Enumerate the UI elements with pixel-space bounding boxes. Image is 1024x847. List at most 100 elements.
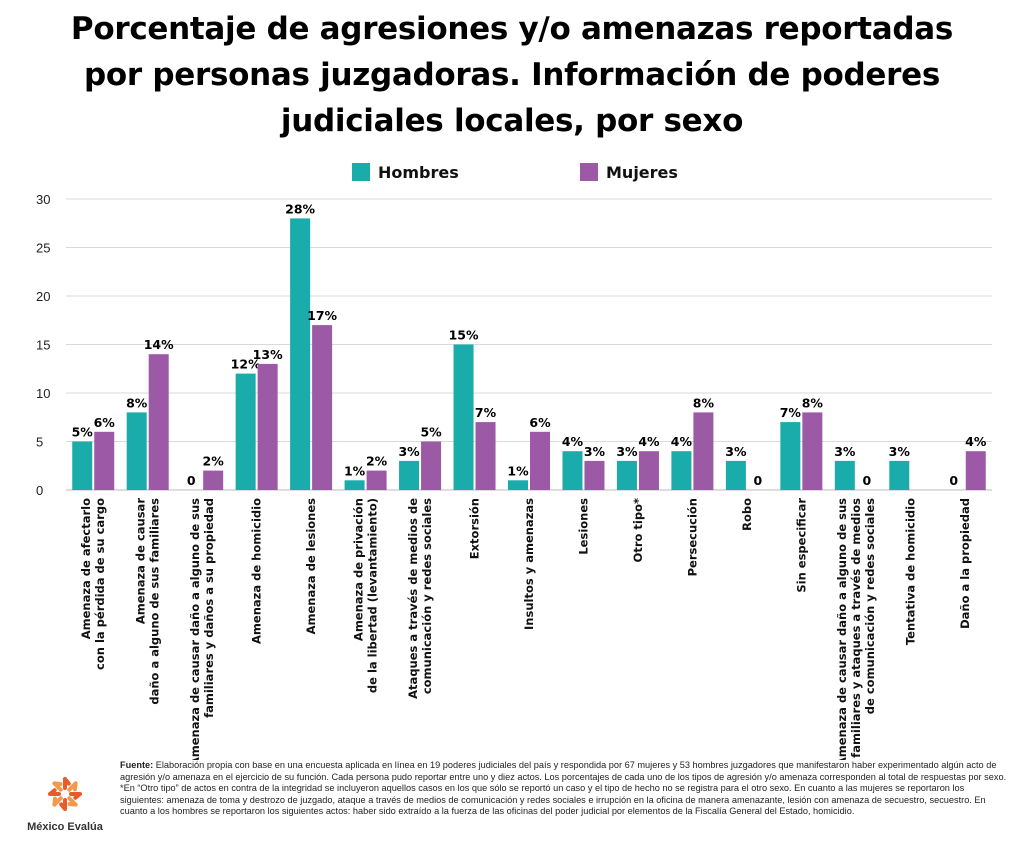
y-tick-label: 20 <box>36 289 50 304</box>
bar-mujeres <box>257 363 278 490</box>
x-tick-label: Amenaza de lesiones <box>304 498 318 635</box>
x-tick-label-line: familiares y daños a su propiedad <box>202 498 216 718</box>
x-tick-label-line: Daño a la propiedad <box>958 498 972 629</box>
x-tick-label-line: Amenaza de lesiones <box>304 498 318 635</box>
bar-mujeres <box>203 470 224 490</box>
x-tick-label-line: Sin especificar <box>794 498 808 593</box>
x-tick-label: Amenaza de homicidio <box>250 498 264 644</box>
logo-arm <box>52 796 63 807</box>
x-tick-label: Insultos y amenazas <box>522 498 536 630</box>
data-label: 7% <box>780 405 802 420</box>
data-label: 2% <box>366 454 388 469</box>
data-label: 8% <box>693 395 715 410</box>
x-tick-label: Amenaza de causar daño a alguno de susfa… <box>188 498 216 760</box>
data-label: 3% <box>584 444 606 459</box>
legend-label-hombres: Hombres <box>378 162 459 182</box>
x-tick-label-line: comunicación y redes sociales <box>420 498 434 694</box>
bar-mujeres <box>421 441 442 490</box>
legend-item-mujeres: Mujeres <box>580 162 678 182</box>
x-tick-label-line: con la pérdida de su cargo <box>93 498 107 670</box>
logo-arm <box>67 781 78 792</box>
bar-mujeres <box>530 431 550 490</box>
data-label: 17% <box>307 308 337 323</box>
x-tick-label: Persecución <box>685 498 699 576</box>
data-label: 28% <box>285 201 315 216</box>
data-label: 6% <box>94 415 116 430</box>
x-tick-label: Otro tipo* <box>631 498 645 562</box>
data-label: 4% <box>638 434 660 449</box>
x-tick-label: Lesiones <box>576 498 590 555</box>
data-label: 8% <box>802 395 824 410</box>
bar-hombres <box>72 441 93 490</box>
bar-hombres <box>126 412 147 490</box>
logo-arm <box>69 792 82 800</box>
chart-title: Porcentaje de agresiones y/o amenazas re… <box>70 11 954 139</box>
footnote-source-text: Elaboración propia con base en una encue… <box>120 760 1007 782</box>
mexico-evalua-logo-icon <box>48 777 82 811</box>
bar-hombres <box>725 460 746 490</box>
logo: México Evalúa <box>20 774 110 833</box>
bar-hombres <box>780 422 801 490</box>
x-tick-label-line: Persecución <box>685 498 699 576</box>
data-label: 3% <box>398 444 420 459</box>
x-tick-label-line: Amenaza de causar daño a alguno de sus <box>835 498 849 760</box>
x-tick-label-line: Amenaza de privación <box>352 498 366 641</box>
bar-mujeres <box>94 431 115 490</box>
footnote-note: *En “Otro tipo” de actos en contra de la… <box>120 783 986 817</box>
x-tick-label-line: familiares y ataques a través de medios <box>849 498 863 758</box>
x-tick-label-line: de la libertad (levantamiento) <box>366 498 380 693</box>
data-label: 4% <box>965 434 987 449</box>
x-tick-label: Extorsión <box>468 498 482 559</box>
data-label: 3% <box>725 444 747 459</box>
y-tick-label: 10 <box>36 386 50 401</box>
y-tick-label: 15 <box>36 338 50 353</box>
bar-mujeres <box>802 412 823 490</box>
x-tick-label-line: de comunicación y redes sociales <box>863 498 877 714</box>
x-tick-label-line: Amenaza de causar <box>134 498 148 624</box>
y-tick-label: 25 <box>36 241 50 256</box>
data-label: 1% <box>507 463 529 478</box>
x-tick-label: Ataques a través de medios decomunicació… <box>406 498 434 699</box>
data-label: 4% <box>671 434 693 449</box>
x-tick-label: Daño a la propiedad <box>958 498 972 629</box>
data-label: 7% <box>475 405 497 420</box>
bar-mujeres <box>638 451 659 490</box>
bar-hombres <box>616 460 637 490</box>
bar-hombres <box>235 373 256 490</box>
data-label: 12% <box>231 357 261 372</box>
logo-arm <box>52 781 63 792</box>
logo-arm <box>59 798 67 811</box>
data-label: 8% <box>126 395 148 410</box>
x-tick-label-line: Lesiones <box>576 498 590 555</box>
footnote: Fuente: Elaboración propia con base en u… <box>120 760 1010 818</box>
bar-mujeres <box>584 460 605 490</box>
bar-mujeres <box>148 354 169 490</box>
data-label: 0 <box>754 473 763 488</box>
x-tick-label: Amenaza de causardaño a alguno de sus fa… <box>134 498 162 705</box>
data-label: 3% <box>616 444 638 459</box>
bar-hombres <box>562 451 583 490</box>
y-tick-label: 0 <box>36 483 43 498</box>
x-tick-label-line: Extorsión <box>468 498 482 559</box>
x-tick-label: Amenaza de privaciónde la libertad (leva… <box>352 498 380 693</box>
y-tick-label: 30 <box>36 192 50 207</box>
legend-label-mujeres: Mujeres <box>606 162 678 182</box>
data-label: 14% <box>144 337 174 352</box>
data-label: 6% <box>529 415 551 430</box>
bar-hombres <box>889 460 910 490</box>
x-tick-label: Amenaza de causar daño a alguno de susfa… <box>835 498 877 760</box>
x-tick-label-line: Amenaza de afectarlo <box>79 498 93 639</box>
bar-hombres <box>834 460 855 490</box>
footnote-source-label: Fuente: <box>120 760 154 770</box>
data-label: 13% <box>253 347 283 362</box>
bar-hombres <box>290 218 311 490</box>
bar-mujeres <box>693 412 714 490</box>
data-label: 5% <box>72 425 94 440</box>
data-label: 0 <box>862 473 871 488</box>
bar-hombres <box>508 480 528 490</box>
bar-mujeres <box>312 325 333 490</box>
x-tick-label-line: Otro tipo* <box>631 498 645 562</box>
logo-arm <box>67 796 78 807</box>
bar-hombres <box>671 451 692 490</box>
